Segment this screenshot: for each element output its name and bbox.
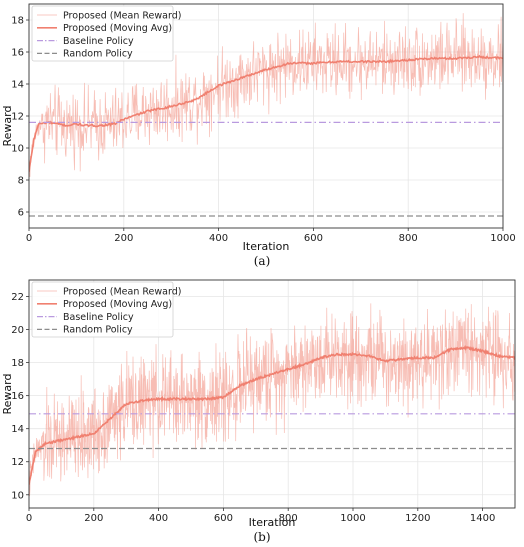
y-tick-label: 22: [11, 292, 24, 303]
x-axis-label-b: Iteration: [249, 516, 296, 529]
x-tick-label: 600: [214, 513, 233, 524]
legend-label: Proposed (Moving Avg): [63, 23, 172, 34]
chart-panel-b: 0 200 400 600 800 1000 1200 1400 10 12 14 16 18 20 22 P…: [1, 279, 516, 544]
legend-label: Baseline Policy: [63, 312, 134, 323]
plot-area-b: 0 200 400 600 800 1000 1200 1400 10 12 14 16 18 20 22 P…: [11, 279, 516, 524]
series-moving-avg-line: [29, 54, 503, 173]
chart-panel-a: 0 200 400 600 800 1000 6 8 10 12 14 16 18 Proposed (M…: [1, 3, 516, 268]
x-tick-label: 200: [114, 233, 133, 244]
legend-label: Random Policy: [63, 325, 133, 336]
y-tick-label: 8: [18, 176, 24, 187]
y-tick-label: 10: [11, 490, 24, 501]
x-tick-label: 1000: [340, 513, 365, 524]
x-tick-label: 0: [26, 513, 32, 524]
y-tick-label: 12: [11, 112, 24, 123]
x-axis-label-a: Iteration: [243, 240, 290, 253]
y-tick-label: 18: [11, 358, 24, 369]
y-axis-label-b: Reward: [1, 374, 14, 415]
legend-box: [31, 5, 174, 62]
legend-label: Baseline Policy: [63, 36, 134, 47]
legend-label: Random Policy: [63, 49, 133, 60]
y-tick-label: 6: [18, 208, 24, 219]
plot-frame: [28, 279, 516, 509]
x-tick-label: 200: [84, 513, 103, 524]
y-tick-label: 16: [11, 48, 24, 59]
x-tick-label: 1200: [405, 513, 430, 524]
legend-label: Proposed (Mean Reward): [63, 10, 181, 21]
x-tick-label: 400: [209, 233, 228, 244]
caption-b: (b): [253, 530, 270, 544]
series-group: [29, 13, 503, 217]
x-tick-label: 800: [279, 513, 298, 524]
legend-label: Proposed (Moving Avg): [63, 299, 172, 310]
y-tick-label: 18: [11, 16, 24, 27]
y-tick-label: 10: [11, 144, 24, 155]
y-axis-label-a: Reward: [1, 106, 14, 147]
x-tick-label: 600: [304, 233, 323, 244]
series-mean-reward-line: [29, 13, 503, 177]
legend-box: [31, 281, 174, 338]
y-tick-label: 14: [11, 80, 24, 91]
legend: Proposed (Mean Reward) Proposed (Moving A…: [31, 5, 181, 62]
x-tick-label: 400: [149, 513, 168, 524]
legend-label: Proposed (Mean Reward): [63, 286, 181, 297]
y-tick-label: 14: [11, 424, 24, 435]
x-tick-label: 800: [399, 233, 418, 244]
series-group: [29, 303, 515, 496]
plot-area-a: 0 200 400 600 800 1000 6 8 10 12 14 16 18 Proposed (M…: [11, 3, 516, 244]
x-tick-label: 1400: [470, 513, 495, 524]
caption-a: (a): [254, 254, 271, 268]
series-moving-avg-line: [29, 344, 515, 485]
y-tick-label: 12: [11, 457, 24, 468]
y-tick-label: 16: [11, 391, 24, 402]
x-tick-label: 1000: [490, 233, 515, 244]
legend: Proposed (Mean Reward) Proposed (Moving A…: [31, 281, 181, 338]
y-tick-label: 20: [11, 325, 24, 336]
x-tick-label: 0: [26, 233, 32, 244]
